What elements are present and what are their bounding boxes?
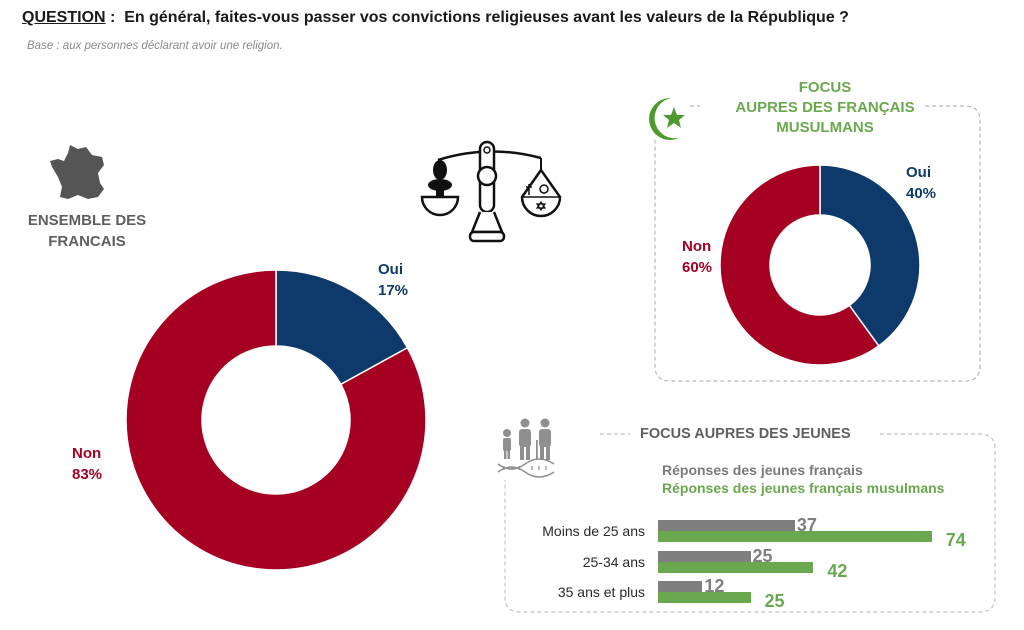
focus-title-line-3: MUSULMANS [776, 119, 874, 136]
bar-jeunes-musulmans [658, 562, 814, 573]
value-label-jeunes-musulmans: 74 [945, 530, 966, 550]
legend-jeunes-francais: Réponses des jeunes français [662, 462, 863, 478]
question-text: En général, faites-vous passer vos convi… [124, 9, 849, 26]
balance-scale-icon [420, 140, 562, 243]
question-title: QUESTION : En général, faites-vous passe… [22, 9, 849, 27]
slice-value-non: 83% [72, 466, 103, 483]
slice-value-oui: 40% [906, 185, 937, 202]
slice-label-non: Non [682, 238, 712, 255]
donut-slice-non [125, 269, 427, 571]
category-label: 35 ans et plus [557, 584, 645, 600]
ensemble-title-line-1: ENSEMBLE DES [27, 212, 147, 229]
donut-2-non-label: Non 60% [682, 236, 712, 278]
france-map-icon [50, 145, 104, 199]
focus-jeunes-title: FOCUS AUPRES DES JEUNES [640, 426, 851, 442]
bar-jeunes-musulmans [658, 531, 932, 542]
family-dna-icon [497, 418, 555, 478]
value-label-jeunes-musulmans: 25 [764, 591, 785, 611]
focus-title-line-2: AUPRES DES FRANÇAIS [735, 99, 915, 116]
donut-chart-musulmans [719, 164, 921, 366]
bar-jeunes-francais [658, 520, 795, 531]
focus-title-line-1: FOCUS [798, 79, 852, 96]
donut-chart-ensemble [125, 269, 427, 571]
crescent-star-icon [649, 97, 685, 140]
slice-label-oui: Oui [378, 261, 403, 278]
bar-jeunes-musulmans [658, 592, 751, 603]
slice-label-non: Non [72, 445, 102, 462]
donut-2-oui-label: Oui 40% [906, 162, 936, 204]
base-note: Base : aux personnes déclarant avoir une… [27, 40, 283, 52]
bar-jeunes-francais [658, 581, 703, 592]
donut-slice-non [719, 164, 880, 366]
legend-jeunes-musulmans: Réponses des jeunes français musulmans [662, 480, 945, 496]
category-label: Moins de 25 ans [542, 523, 645, 539]
bar-jeunes-francais [658, 551, 751, 562]
ensemble-title: ENSEMBLE DES FRANCAIS [22, 210, 152, 252]
value-label-jeunes-francais: 12 [704, 576, 725, 596]
slice-value-non: 60% [682, 259, 713, 276]
question-label: QUESTION [22, 9, 106, 26]
value-label-jeunes-francais: 25 [752, 546, 773, 566]
slice-value-oui: 17% [378, 282, 409, 299]
ensemble-title-line-2: FRANCAIS [48, 233, 126, 250]
donut-1-oui-label: Oui 17% [378, 259, 408, 301]
question-separator: : [105, 9, 125, 26]
donut-slice-oui [819, 164, 921, 347]
focus-musulmans-title: FOCUS AUPRES DES FRANÇAIS MUSULMANS [705, 78, 945, 138]
value-label-jeunes-francais: 37 [796, 515, 817, 535]
category-label: 25-34 ans [582, 554, 645, 570]
slice-label-oui: Oui [906, 164, 931, 181]
donut-1-non-label: Non 83% [72, 443, 102, 485]
value-label-jeunes-musulmans: 42 [827, 561, 848, 581]
